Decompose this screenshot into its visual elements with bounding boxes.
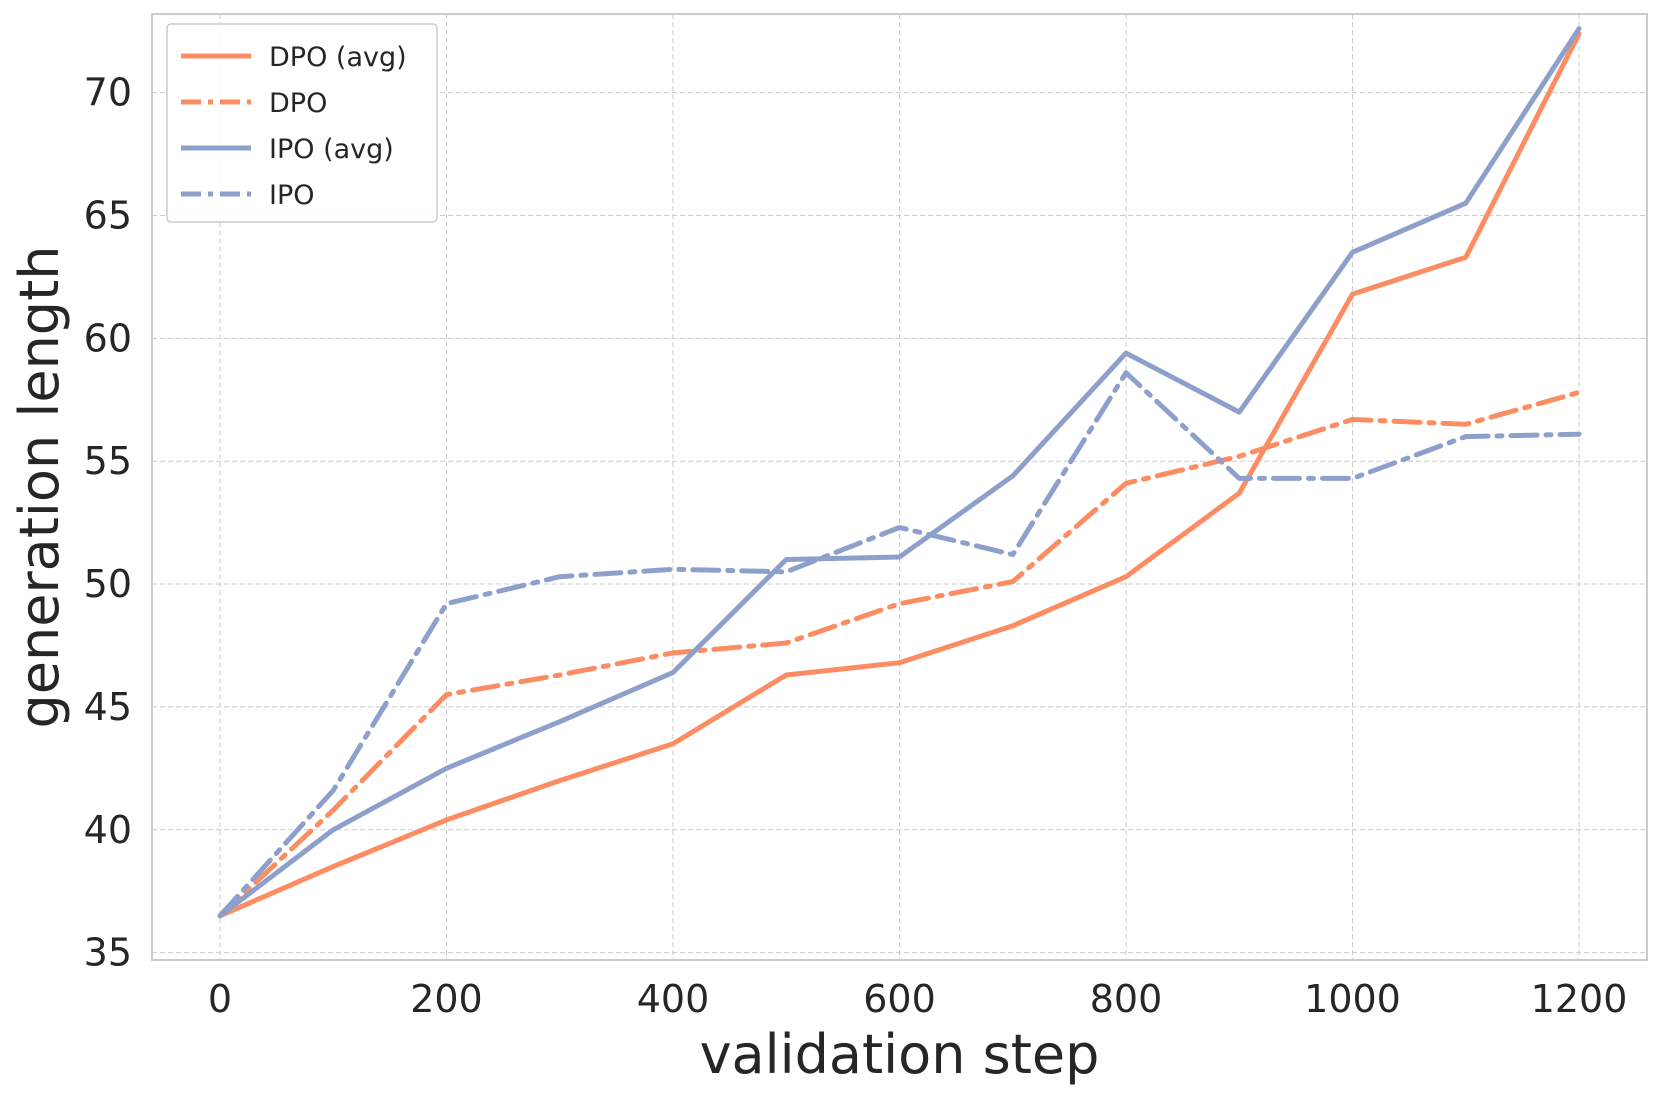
series-line-ipo-avg (217, 26, 1582, 919)
y-tick-label: 55 (84, 439, 132, 483)
legend-label: IPO (269, 180, 315, 211)
series-line-dpo (217, 389, 1582, 919)
x-tick-label: 800 (1090, 977, 1163, 1021)
legend-label: IPO (avg) (269, 134, 394, 165)
x-tick-label: 200 (410, 977, 483, 1021)
y-tick-label: 45 (84, 685, 132, 729)
legend-box (166, 23, 438, 223)
tick-labels: 0 200 400 600 800 1000 1200 35 40 45 50 55 60 65 70 (84, 71, 1628, 1021)
plot-frame (151, 13, 1648, 961)
legend: DPO (avg) DPO IPO (avg) IPO (166, 23, 438, 223)
x-tick-label: 0 (208, 977, 232, 1021)
x-tick-label: 1200 (1531, 977, 1628, 1021)
y-tick-label: 70 (84, 71, 132, 115)
legend-item-ipo-avg: IPO (avg) (181, 134, 394, 165)
y-tick-label: 50 (84, 562, 132, 606)
x-axis-label: validation step (700, 1023, 1100, 1086)
y-tick-label: 65 (84, 193, 132, 237)
y-tick-label: 40 (84, 808, 132, 852)
series-lines (217, 26, 1582, 919)
x-tick-label: 1000 (1304, 977, 1401, 1021)
legend-label: DPO (avg) (269, 42, 407, 73)
x-tick-label: 600 (863, 977, 936, 1021)
x-tick-label: 400 (637, 977, 710, 1021)
legend-item-dpo: DPO (181, 88, 327, 119)
series-line-ipo (217, 370, 1582, 919)
legend-label: DPO (269, 88, 327, 119)
y-tick-label: 35 (84, 931, 132, 975)
series-line-dpo-avg (217, 31, 1582, 919)
y-axis-label: generation length (8, 246, 71, 729)
y-tick-label: 60 (84, 316, 132, 360)
legend-item-ipo: IPO (181, 180, 315, 211)
legend-item-dpo-avg: DPO (avg) (181, 42, 407, 73)
